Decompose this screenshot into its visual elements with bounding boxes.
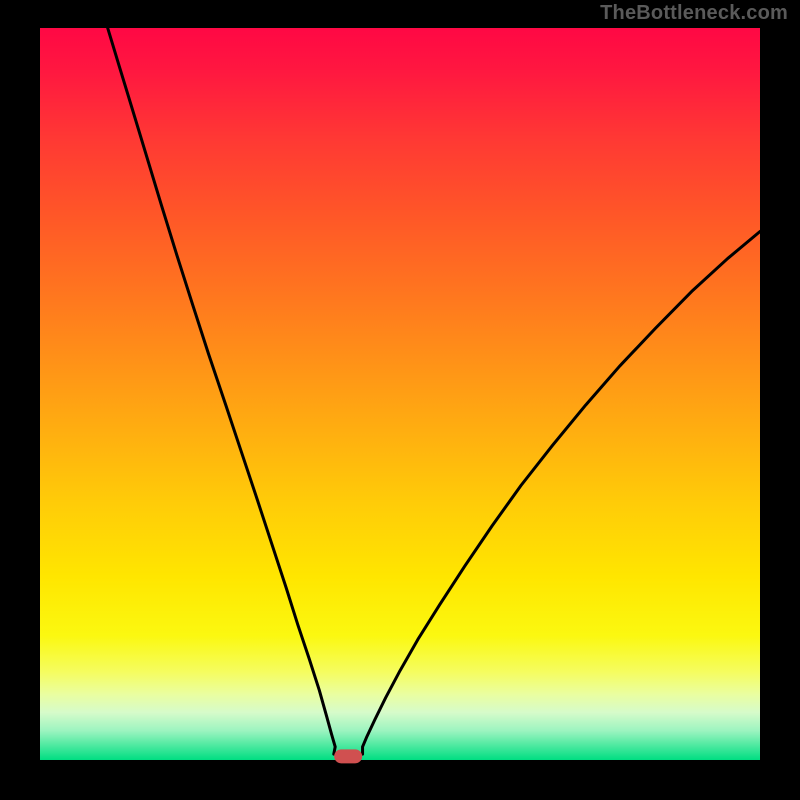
optimal-point-marker [334,749,362,763]
chart-container: TheBottleneck.com [0,0,800,800]
plot-svg [0,0,800,800]
bottleneck-gradient-area [40,28,760,760]
watermark-text: TheBottleneck.com [600,2,788,25]
